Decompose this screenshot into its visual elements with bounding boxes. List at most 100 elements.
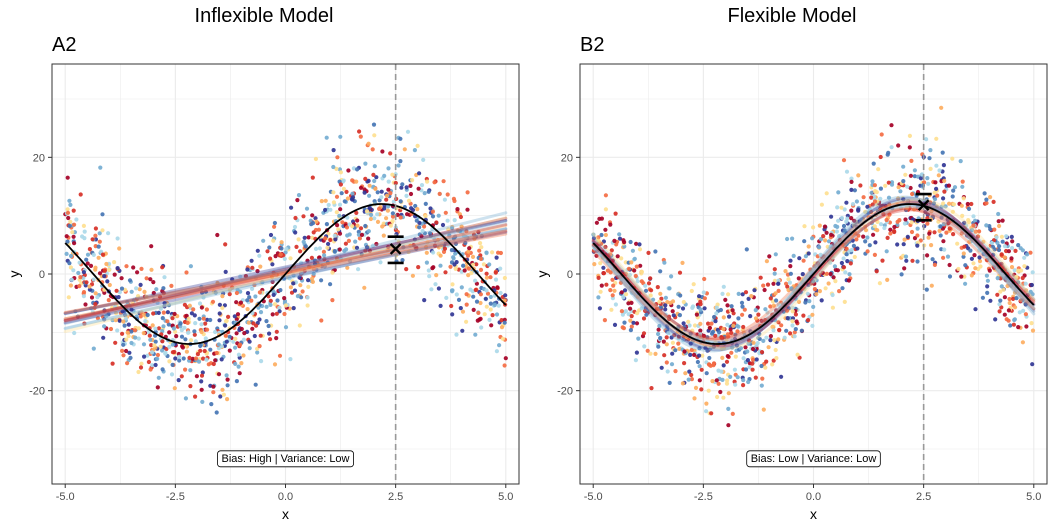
data-point xyxy=(925,176,930,181)
data-point xyxy=(609,248,614,253)
data-point xyxy=(160,367,165,372)
data-point xyxy=(743,290,749,295)
data-point xyxy=(425,179,430,184)
data-point xyxy=(223,269,228,274)
data-point xyxy=(160,316,165,321)
data-point xyxy=(594,220,599,225)
data-point xyxy=(453,266,458,271)
data-point xyxy=(173,329,178,334)
data-point xyxy=(478,267,484,272)
data-point xyxy=(997,223,1002,229)
data-point xyxy=(149,343,154,348)
data-point xyxy=(466,273,471,278)
data-point xyxy=(676,334,681,339)
data-point xyxy=(710,379,715,384)
data-point xyxy=(670,299,676,304)
data-point xyxy=(892,224,897,230)
data-point xyxy=(170,342,175,347)
data-point xyxy=(989,240,994,246)
fit-line xyxy=(63,227,508,315)
data-point xyxy=(1006,318,1011,323)
x-tick-label: 2.5 xyxy=(916,491,931,503)
data-point xyxy=(735,329,740,334)
data-point xyxy=(673,348,678,353)
data-point xyxy=(915,259,920,264)
data-point xyxy=(629,324,634,329)
data-point xyxy=(341,178,346,183)
x-tick-label: -5.0 xyxy=(584,491,603,503)
data-point xyxy=(328,237,333,243)
data-point xyxy=(688,341,693,346)
data-point xyxy=(772,271,777,276)
data-point xyxy=(113,340,118,345)
data-point xyxy=(153,326,158,331)
data-point xyxy=(687,323,692,328)
data-point xyxy=(1014,296,1019,301)
data-point xyxy=(183,396,188,401)
data-point xyxy=(945,254,951,259)
data-point xyxy=(870,179,875,184)
data-point xyxy=(337,231,343,236)
data-point xyxy=(317,255,322,260)
data-point xyxy=(800,279,805,284)
fit-line xyxy=(591,203,1036,345)
data-point xyxy=(314,219,319,224)
data-point xyxy=(482,312,487,317)
data-point xyxy=(829,214,834,219)
data-point xyxy=(1020,248,1025,253)
data-point xyxy=(319,278,324,283)
data-point xyxy=(102,290,107,295)
data-point xyxy=(177,354,182,359)
data-point xyxy=(612,238,617,243)
data-point xyxy=(161,286,166,291)
data-point xyxy=(977,259,983,264)
data-point xyxy=(943,204,948,209)
data-point xyxy=(253,275,258,281)
data-point xyxy=(117,290,122,295)
data-point xyxy=(899,272,904,277)
data-point xyxy=(192,329,197,334)
data-point xyxy=(405,129,411,134)
data-point xyxy=(634,321,640,326)
data-point xyxy=(950,156,955,161)
data-point xyxy=(802,239,807,244)
data-point xyxy=(218,394,223,399)
data-point xyxy=(784,328,789,333)
data-point xyxy=(984,197,989,202)
data-point xyxy=(888,231,893,236)
data-point xyxy=(430,209,435,214)
data-point xyxy=(669,274,674,279)
data-point xyxy=(765,310,770,315)
data-point xyxy=(221,283,226,288)
data-point xyxy=(354,210,359,215)
data-point xyxy=(848,261,853,266)
data-point xyxy=(272,220,277,226)
data-point xyxy=(970,227,975,233)
data-point xyxy=(810,236,815,241)
data-point xyxy=(947,226,952,231)
data-point xyxy=(396,239,401,244)
data-point xyxy=(793,312,798,317)
data-point xyxy=(180,345,185,350)
data-point xyxy=(702,306,707,311)
data-point xyxy=(334,256,340,261)
data-point xyxy=(188,368,193,373)
data-point xyxy=(733,332,738,337)
data-point xyxy=(110,318,115,323)
data-point xyxy=(310,213,315,218)
data-point xyxy=(500,336,505,341)
data-point xyxy=(828,271,833,277)
data-point xyxy=(241,353,246,358)
fit-line xyxy=(591,204,1036,344)
data-point xyxy=(740,312,745,317)
data-point xyxy=(204,307,209,312)
data-point xyxy=(730,345,735,350)
data-point xyxy=(158,344,163,349)
data-point xyxy=(323,198,328,203)
data-point xyxy=(437,191,442,196)
data-point xyxy=(677,313,682,318)
data-point xyxy=(192,313,197,318)
data-point xyxy=(306,264,312,269)
data-point xyxy=(236,364,241,369)
data-point xyxy=(77,260,82,265)
